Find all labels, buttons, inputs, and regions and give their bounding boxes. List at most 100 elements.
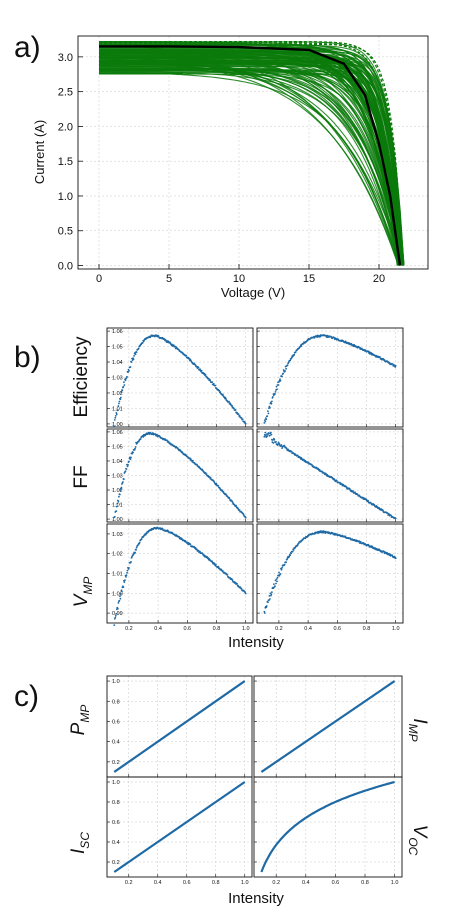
panel-b-vmp-right-point — [359, 540, 362, 543]
panel-c-voc-xtick-label: 0.6 — [332, 880, 340, 886]
panel-c-isc-xtick-label: 0.4 — [154, 880, 162, 886]
panel-b-ff-left-ytick-label: 1.04 — [112, 459, 123, 465]
panel-b-efficiency-left-ytick-label: 1.04 — [112, 360, 123, 366]
panel-b-ff-left-point — [192, 459, 194, 462]
panel-b-efficiency-right-point — [277, 384, 280, 386]
panel-b-efficiency-right-point — [274, 391, 277, 393]
panel-b-ff-left-ytick-label: 1.06 — [112, 430, 123, 436]
panel-a-green-iv-curve — [99, 44, 402, 266]
panel-a-ytick-label: 1.0 — [58, 191, 73, 203]
panel-b-ff-right-point — [263, 435, 266, 438]
panel-b-efficiency-left-point — [218, 389, 221, 392]
panel-b-ff-right-point — [283, 445, 286, 447]
panel-a-ticks: 0 5 10 15 20 0.0 0.5 1.0 1.5 2.0 2.5 3.0 — [58, 52, 385, 285]
panel-a-green-iv-curve — [99, 52, 400, 266]
panel-c-xlabel: Intensity — [228, 890, 284, 907]
panel-b-efficiency-right-point — [265, 418, 268, 421]
panel-b-efficiency-left-point — [123, 384, 126, 386]
panel-b-vmp-right-point — [344, 535, 347, 538]
panel-b-efficiency-right-point — [285, 367, 287, 370]
panel-c-isc-frame — [106, 776, 253, 878]
panel-b-ff-left-point — [134, 447, 137, 450]
panel-b-ff-left-point — [133, 449, 136, 451]
panel-c-pmp-ytick-label: 1.0 — [112, 679, 120, 685]
panel-b-efficiency-left-point — [130, 361, 133, 363]
panel-b-efficiency-left-point — [126, 375, 128, 378]
panel-a-green-iv-curve — [99, 62, 403, 266]
panel-a-ytick-label: 2.0 — [58, 121, 73, 133]
panel-b-vmp-left-point — [145, 532, 148, 535]
panel-b-efficiency-left-ytick-label: 1.05 — [112, 345, 123, 351]
panel-b-ff-left-point — [119, 493, 121, 496]
panel-b-vmp-right-point — [290, 552, 293, 555]
panel-b-vmp-left-point — [114, 616, 117, 619]
panel-a-green-iv-curve — [99, 63, 404, 266]
panel-b-efficiency-right-point — [275, 385, 278, 388]
panel-a-green-iv-curve — [99, 49, 403, 266]
panel-b-ff-left-point — [131, 452, 134, 455]
panel-b-vmp-left-point — [140, 538, 143, 540]
panel-b-ff-left-point — [215, 482, 218, 485]
panel-a-reference-curve — [99, 45, 402, 266]
panel-a-letter: a) — [14, 31, 41, 64]
panel-b-vmp-right-point — [394, 557, 397, 560]
panel-b-efficiency-left-point — [233, 407, 235, 410]
panel-c-voc-xtick-label: 0.4 — [302, 880, 310, 886]
panel-c-imp-subplot — [253, 675, 403, 778]
panel-b-ff-right-point — [339, 481, 341, 484]
panel-b-vmp-right-point — [274, 579, 277, 582]
panel-b-vmp-left-point — [122, 586, 125, 588]
panel-c-voc-xtick-label: 0.2 — [272, 880, 280, 886]
panel-b-efficiency-left-point — [209, 379, 212, 382]
panel-b-efficiency-left-point — [141, 341, 144, 344]
panel-b-efficiency-left-point — [120, 396, 122, 399]
panel-b-efficiency-left-point — [133, 355, 136, 357]
panel-b-ff-left-point — [116, 502, 119, 505]
panel-b-row-label-ff: FF — [71, 465, 92, 488]
panel-b-vmp-right-xtick-label: 0.4 — [304, 626, 312, 632]
panel-b-efficiency-left-point — [211, 381, 214, 384]
panel-b-ff-left-ytick-label: 1.00 — [112, 517, 123, 523]
panel-b-vmp-left-point — [135, 549, 138, 551]
panel-b-ff-left-point — [228, 497, 231, 500]
panel-b-vmp-left-point — [125, 576, 127, 578]
panel-b-vmp-left-point — [119, 597, 122, 600]
panel-b-efficiency-left-point — [237, 413, 240, 416]
panel-b-ff-left-point — [125, 468, 128, 470]
panel-b-vmp-right-xtick-label: 0.6 — [333, 626, 341, 632]
panel-b-vmp-left-point — [135, 546, 138, 549]
panel-b-vmp-right-point — [289, 554, 292, 557]
panel-b-vmp-left-point — [217, 565, 220, 568]
panel-b-ff-right-point — [281, 447, 283, 449]
panel-c-pmp-ytick-label: 0.4 — [112, 740, 120, 746]
panel-b-efficiency-left-point — [204, 374, 207, 376]
panel-b-efficiency-left-point — [234, 409, 237, 411]
panel-b-ff-left-ytick-label: 1.01 — [112, 503, 123, 509]
panel-b-ff-right-point — [303, 458, 305, 461]
panel-b-ff-left-point — [139, 438, 142, 440]
panel-b-vmp-left-point — [206, 556, 209, 558]
panel-b-vmp-right-point — [265, 605, 268, 607]
panel-a-green-iv-curve — [99, 56, 404, 266]
panel-b-vmp-left-point — [119, 595, 121, 598]
panel-c-pmp-line — [113, 680, 246, 773]
panel-b-vmp-left-point — [144, 533, 147, 536]
panel-b-efficiency-left-point — [129, 366, 132, 368]
panel-b-efficiency-left-point — [222, 393, 224, 396]
panel-b-efficiency-left-ytick-label: 1.02 — [112, 391, 123, 397]
panel-a-green-iv-curve — [98, 52, 401, 266]
panel-c-pmp-subplot: 0.2 0.4 0.6 0.8 1.0 — [106, 675, 253, 778]
panel-b-vmp-left-point — [113, 624, 116, 626]
panel-b-efficiency-right-point — [264, 420, 267, 423]
panel-b-ff-left-point — [238, 509, 241, 511]
panel-b-ff-left-point — [167, 440, 170, 443]
panel-b-efficiency-left-ytick-label: 1.03 — [112, 376, 123, 382]
panel-b-ff-left-point — [113, 515, 116, 518]
panel-b-ff-left-point — [118, 495, 120, 498]
panel-b-efficiency-left-point — [137, 347, 140, 350]
panel-b-ff-right-point — [270, 431, 272, 434]
panel-b-vmp-left-ytick-label: 0.99 — [112, 611, 123, 617]
panel-b-efficiency-right-point — [279, 378, 281, 380]
panel-b-ff-right-point — [264, 434, 267, 437]
